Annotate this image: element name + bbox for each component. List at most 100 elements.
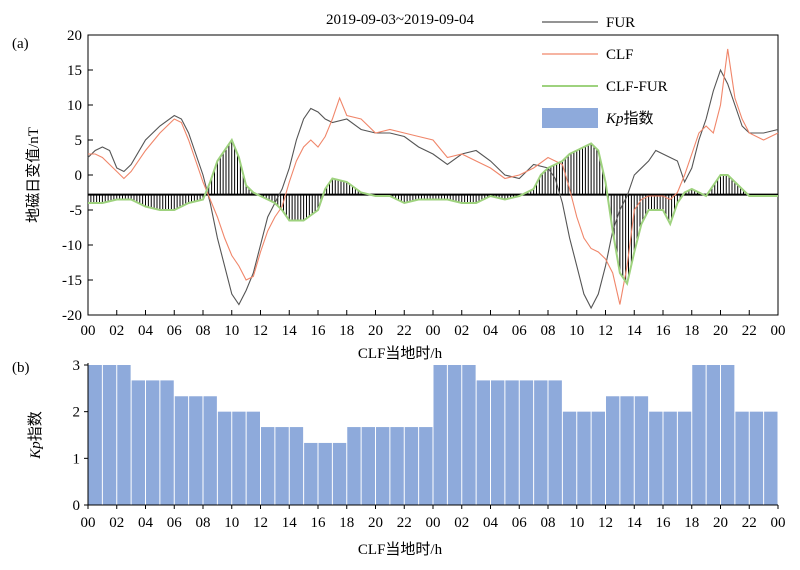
panel-b-plot-area (87, 363, 778, 506)
kp-bar (361, 427, 375, 505)
x-tick-label: 00 (771, 323, 786, 339)
y-tick-label: 1 (73, 451, 81, 467)
kp-bar (376, 427, 390, 505)
x-tick-label: 16 (311, 323, 327, 339)
kp-bar (117, 365, 131, 505)
y-tick-label: -15 (62, 273, 82, 289)
fur-line (87, 68, 779, 310)
legend-kp-swatch (542, 108, 598, 128)
x-tick-label: 18 (684, 515, 699, 531)
x-tick-label: 12 (253, 323, 268, 339)
x-tick-label: 18 (339, 323, 354, 339)
x-tick-label: 00 (81, 515, 96, 531)
y-tick-label: 15 (67, 63, 82, 79)
x-tick-label: 00 (81, 323, 96, 339)
kp-bar (706, 365, 720, 505)
kp-bar (764, 411, 778, 505)
x-tick-label: 10 (224, 515, 239, 531)
x-tick-label: 06 (512, 323, 528, 339)
panel-a-legend: FUR CLF CLF-FUR Kp指数 (542, 15, 668, 128)
x-tick-label: 22 (397, 515, 412, 531)
x-tick-label: 06 (167, 515, 183, 531)
panel-b-ylabel-rest: 指数 (27, 411, 44, 441)
kp-bar (174, 396, 189, 505)
x-tick-label: 14 (282, 515, 298, 531)
kp-bar (160, 380, 174, 505)
x-tick-label: 00 (426, 515, 441, 531)
kp-bar (591, 411, 605, 505)
x-tick-label: 02 (454, 323, 469, 339)
panel-a-label: (a) (12, 36, 29, 52)
panel-a-plot-area (87, 34, 779, 316)
kp-bar (217, 411, 232, 505)
y-tick-label: 20 (67, 28, 82, 44)
legend-label-rest: 指数 (624, 110, 654, 127)
x-tick-label: 20 (713, 323, 728, 339)
x-tick-label: 22 (397, 323, 412, 339)
x-tick-label: 02 (109, 515, 124, 531)
kp-bar (749, 411, 764, 505)
y-tick-label: 10 (67, 98, 82, 114)
kp-bar (692, 365, 706, 505)
kp-bar (203, 396, 217, 505)
legend-label: CLF-FUR (606, 79, 668, 95)
x-tick-label: 18 (684, 323, 699, 339)
x-tick-label: 22 (742, 323, 757, 339)
kp-bar (318, 442, 332, 505)
kp-bar (390, 427, 404, 505)
kp-bar (519, 380, 534, 505)
x-tick-label: 04 (138, 515, 154, 531)
panel-a-ylabel: 地磁日变值/nT (25, 127, 42, 223)
x-tick-label: 02 (109, 323, 124, 339)
kp-bar (476, 380, 490, 505)
y-tick-label: 2 (73, 405, 81, 421)
kp-bar (606, 396, 620, 505)
y-tick-label: -5 (70, 203, 83, 219)
x-tick-label: 08 (541, 323, 556, 339)
kp-bar (447, 365, 462, 505)
panel-b-label: (b) (12, 360, 30, 376)
panel-a-title: 2019-09-03~2019-09-04 (326, 12, 475, 28)
panel-b-ylabel: Kp指数 (27, 411, 44, 460)
panel-a-x-axis: 00 02 04 06 08 10 12 14 16 18 20 22 00 02 04 06 08 10 12 14… (81, 310, 786, 339)
panel-a-y-axis: 20 15 10 5 0 -5 -10 -15 -20 (62, 28, 93, 324)
kp-bar (663, 411, 677, 505)
kp-bar (246, 411, 260, 505)
kp-bar (146, 380, 160, 505)
panel-b-x-axis: 00 02 04 06 08 10 12 14 16 18 20 22 00 02 04 06 08 10 12 14… (81, 505, 786, 531)
x-tick-label: 02 (454, 515, 469, 531)
kp-bar (620, 396, 634, 505)
clf-fur-stems (87, 140, 776, 282)
kp-bar (505, 380, 519, 505)
x-tick-label: 18 (339, 515, 354, 531)
panel-b-y-axis: 0 1 2 3 (73, 358, 88, 514)
kp-bar (261, 427, 275, 505)
panel-a-frame (87, 34, 779, 316)
x-tick-label: 20 (368, 323, 383, 339)
legend-label-italic: Kp (605, 111, 624, 127)
y-tick-label: 5 (75, 133, 83, 149)
panel-b-xlabel: CLF当地时/h (358, 541, 443, 558)
y-tick-label: 3 (73, 358, 81, 374)
x-tick-label: 04 (138, 323, 154, 339)
legend-label: FUR (606, 15, 635, 31)
kp-bar (404, 427, 419, 505)
kp-bar (88, 365, 102, 505)
kp-bar (102, 365, 117, 505)
kp-bar (433, 365, 447, 505)
x-tick-label: 10 (569, 323, 584, 339)
y-tick-label: -20 (62, 308, 82, 324)
x-tick-label: 16 (311, 515, 327, 531)
x-tick-label: 08 (196, 323, 211, 339)
kp-bar (347, 427, 361, 505)
y-tick-label: 0 (73, 498, 81, 514)
x-tick-label: 16 (656, 323, 672, 339)
x-tick-label: 22 (742, 515, 757, 531)
kp-bar (491, 380, 505, 505)
kp-bar (462, 365, 476, 505)
panel-a-xlabel: CLF当地时/h (358, 345, 443, 362)
x-tick-label: 08 (541, 515, 556, 531)
x-tick-label: 20 (368, 515, 383, 531)
